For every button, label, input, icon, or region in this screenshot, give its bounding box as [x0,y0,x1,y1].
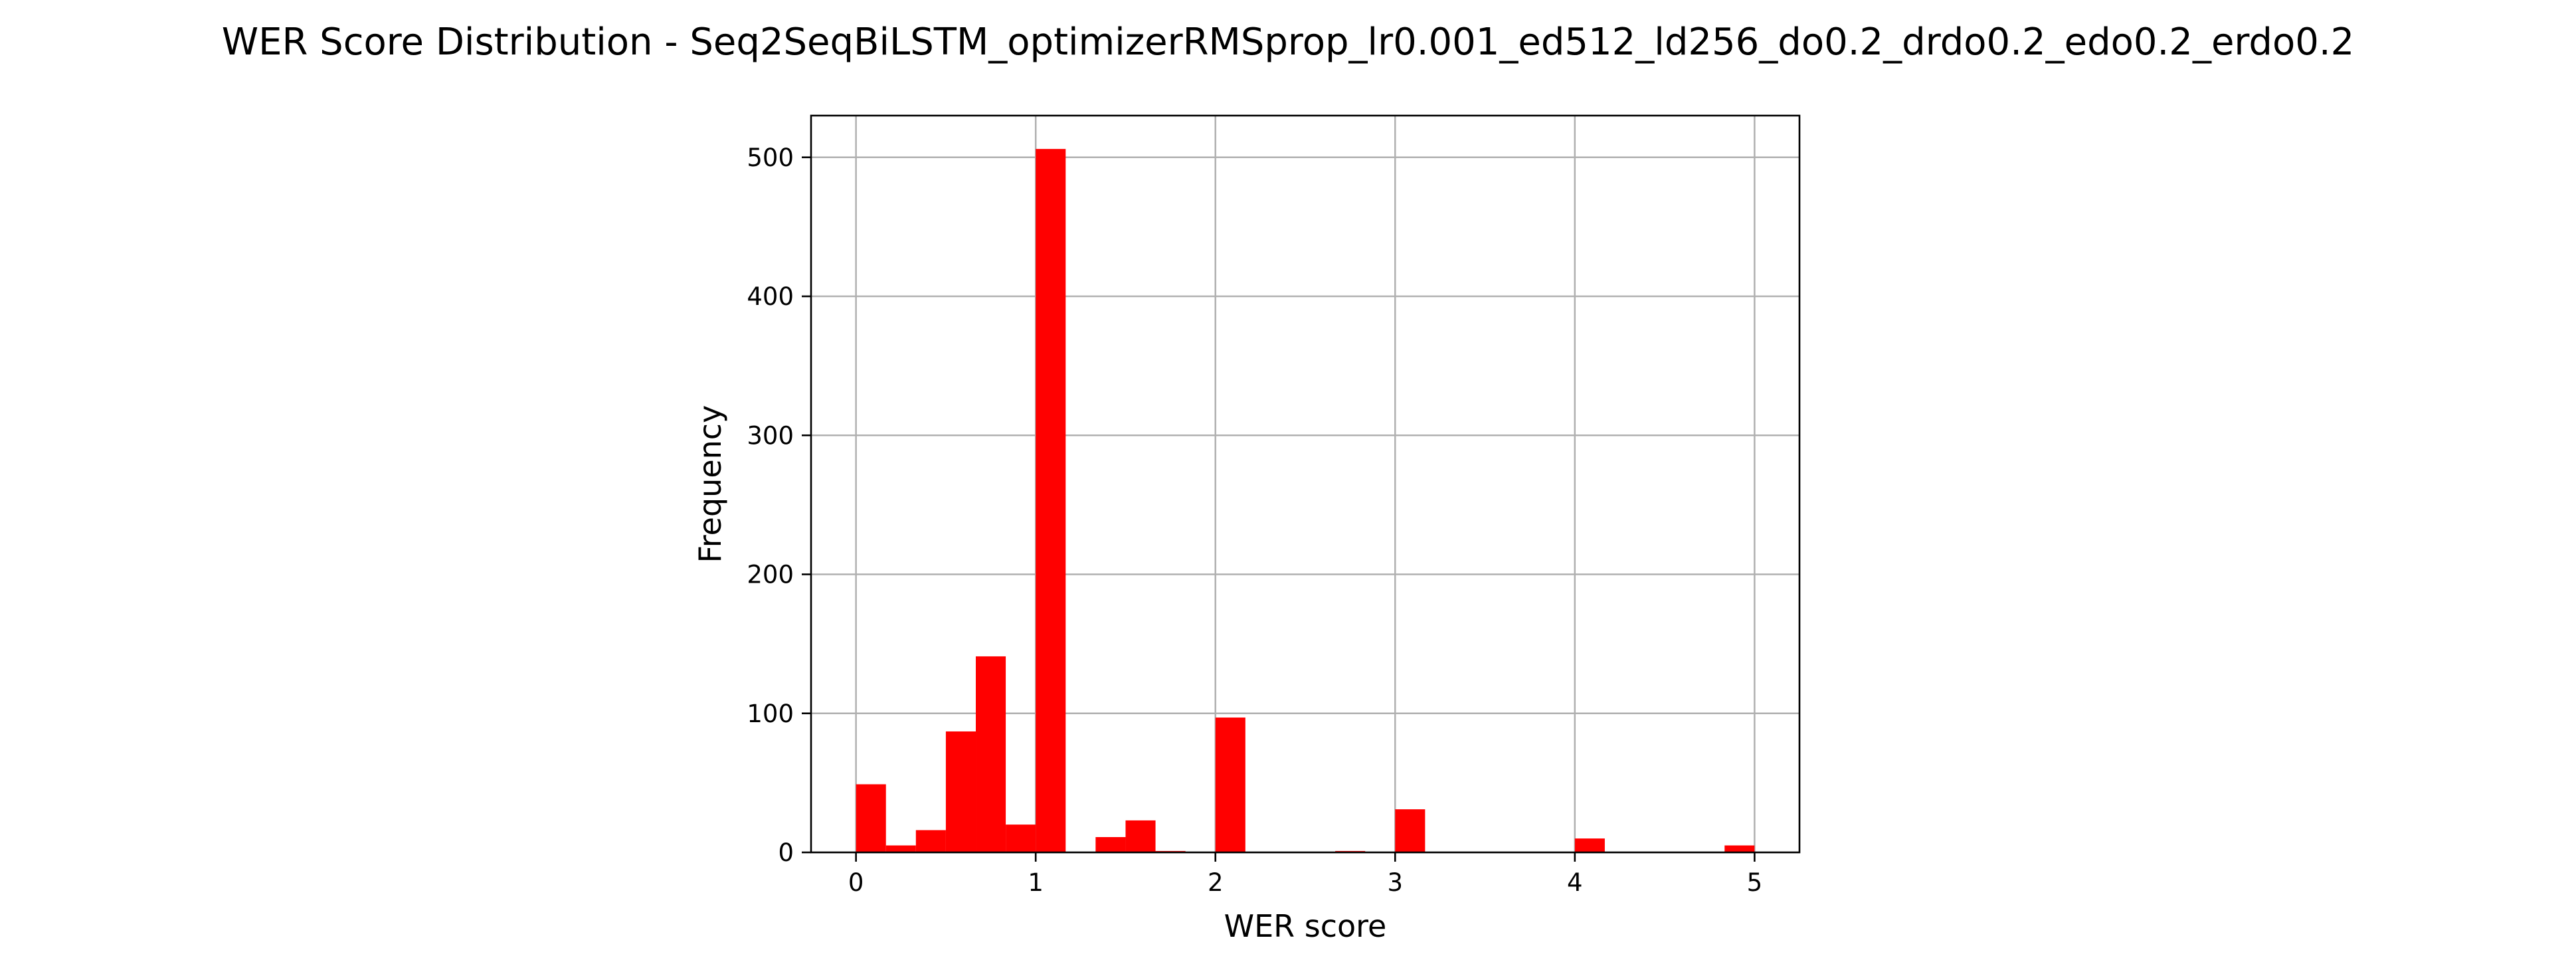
x-tick-label: 2 [1208,868,1224,897]
histogram-bar [1574,838,1605,852]
histogram-bar [1036,149,1066,852]
histogram-bar [945,731,976,852]
axis-ticks: 0 1 2 3 4 5 0 100 200 300 400 500 [747,144,1762,897]
x-tick-label: 0 [848,868,864,897]
histogram-bars [856,149,1755,852]
histogram-bar [1215,718,1245,852]
histogram-bar [915,830,946,852]
plot-frame [810,114,1801,854]
histogram-bar [1395,809,1426,852]
x-tick-label: 1 [1028,868,1044,897]
x-tick-label: 4 [1567,868,1583,897]
x-axis-label: WER score [1224,908,1387,944]
y-tick-label: 0 [778,838,794,867]
y-tick-label: 300 [747,421,794,450]
y-tick-label: 500 [747,144,794,172]
histogram-bar [1724,845,1755,852]
histogram-bar [885,845,916,852]
histogram-bar [856,784,886,852]
histogram-bar [1125,820,1156,852]
histogram-bar [976,656,1006,852]
y-tick-label: 200 [747,561,794,589]
chart-title: WER Score Distribution - Seq2SeqBiLSTM_o… [222,21,2355,64]
y-tick-label: 400 [747,282,794,311]
y-tick-label: 100 [747,700,794,728]
histogram-bar [1095,836,1126,852]
y-axis-label: Frequency [692,405,728,563]
x-tick-label: 3 [1387,868,1403,897]
x-tick-label: 5 [1747,868,1763,897]
histogram-bar [1006,824,1036,852]
